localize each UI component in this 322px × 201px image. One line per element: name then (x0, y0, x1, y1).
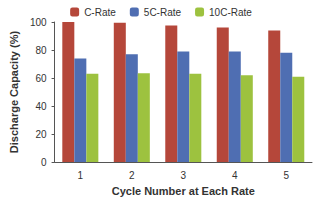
svg-text:5C-Rate: 5C-Rate (144, 7, 182, 18)
svg-text:60: 60 (35, 73, 47, 84)
svg-text:4: 4 (232, 170, 238, 181)
svg-text:C-Rate: C-Rate (84, 7, 116, 18)
svg-text:40: 40 (35, 101, 47, 112)
svg-text:80: 80 (35, 45, 47, 56)
svg-text:Cycle Number at Each Rate: Cycle Number at Each Rate (112, 185, 255, 197)
svg-text:20: 20 (35, 129, 47, 140)
svg-text:3: 3 (181, 170, 187, 181)
svg-text:10C-Rate: 10C-Rate (209, 7, 252, 18)
svg-text:0: 0 (41, 157, 47, 168)
svg-text:Discharge Capacity (%): Discharge Capacity (%) (8, 31, 20, 154)
svg-text:5: 5 (283, 170, 289, 181)
svg-text:100: 100 (30, 17, 47, 28)
svg-text:2: 2 (129, 170, 135, 181)
svg-text:1: 1 (78, 170, 84, 181)
